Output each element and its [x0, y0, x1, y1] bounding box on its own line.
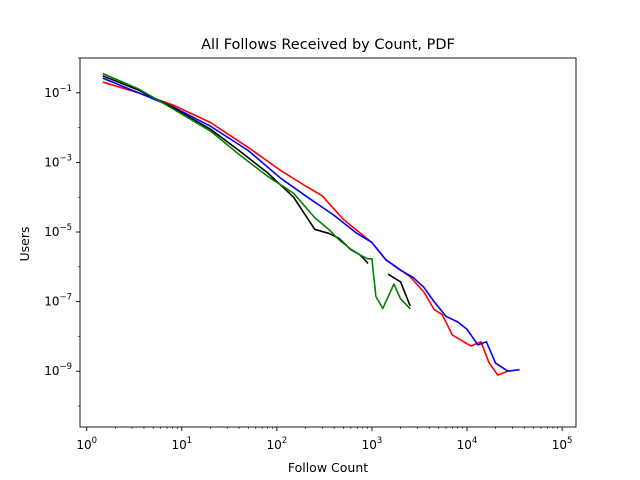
x-axis-label: Follow Count: [288, 460, 368, 475]
x-tick-label: 104: [457, 436, 478, 452]
axis-ticks: 100 101 102 103 104 105 10−9 10−7 10−5 10−3 10−1: [44, 57, 573, 452]
series-line: [102, 77, 520, 373]
series-line: [387, 273, 411, 307]
series-line: [102, 75, 369, 265]
y-tick-label: 10−3: [44, 153, 72, 169]
x-tick-label: 100: [76, 436, 97, 452]
y-axis-label: Users: [17, 226, 32, 261]
x-tick-label: 103: [362, 436, 383, 452]
y-tick-label: 10−9: [44, 362, 72, 378]
y-tick-label: 10−7: [44, 293, 72, 309]
y-tick-label: 10−5: [44, 223, 72, 239]
series-line: [102, 81, 510, 376]
x-tick-label: 105: [552, 436, 573, 452]
chart-title: All Follows Received by Count, PDF: [201, 37, 455, 53]
y-tick-label: 10−1: [44, 84, 72, 100]
x-tick-label: 102: [267, 436, 288, 452]
plot-frame: [79, 57, 577, 428]
series-line: [102, 72, 411, 310]
series-layer: [102, 72, 520, 376]
x-tick-label: 101: [171, 436, 192, 452]
